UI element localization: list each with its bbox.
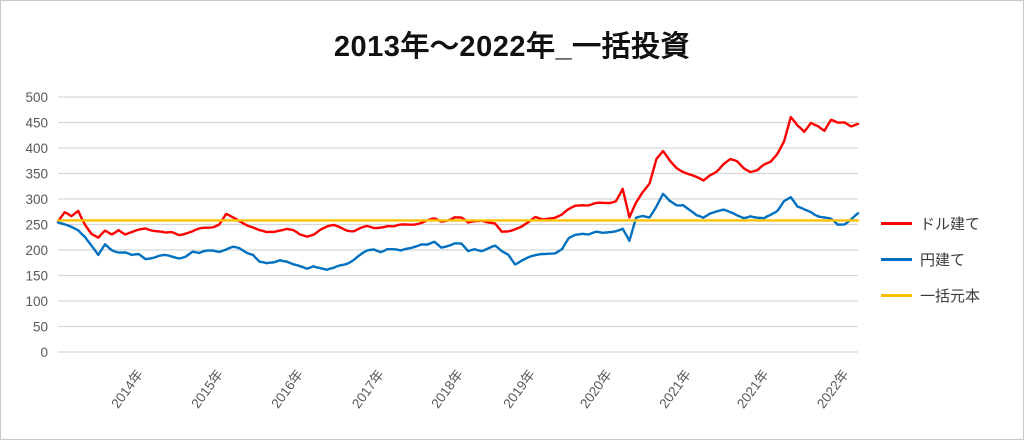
x-tick-label: 2014年 [108,367,146,411]
y-tick-label: 200 [25,243,48,258]
x-tick-label: 2019年 [500,367,538,411]
legend-swatch-principal [881,293,912,297]
x-tick-label: 2017年 [349,367,387,411]
x-tick-label: 2021年 [656,367,694,411]
legend-item-usd: ドル建て [881,213,980,233]
y-tick-label: 250 [25,218,48,233]
legend-label-principal: 一括元本 [920,287,981,305]
x-tick-label: 2018年 [428,367,466,411]
x-tick-label: 2021年 [734,367,772,411]
y-tick-label: 450 [25,116,48,131]
y-tick-label: 50 [33,320,48,335]
y-tick-label: 300 [25,192,48,207]
y-tick-label: 0 [40,345,48,360]
y-tick-label: 350 [25,167,48,182]
legend-label-usd: ドル建て [920,215,981,233]
x-tick-label: 2016年 [268,367,306,411]
legend-item-jpy: 円建て [881,249,980,269]
chart-title: 2013年～2022年_一括投資 [333,31,691,63]
y-tick-label: 150 [25,269,48,284]
x-tick-label: 2015年 [188,367,226,411]
legend-swatch-usd [881,221,912,225]
y-tick-label: 500 [25,90,48,105]
series-line-usd [56,115,860,239]
x-tick-label: 2022年 [814,367,852,411]
legend-item-principal: 一括元本 [881,285,980,305]
y-tick-label: 100 [25,294,48,309]
legend-label-jpy: 円建て [920,251,966,269]
x-tick-label: 2020年 [577,367,615,411]
legend-swatch-jpy [881,257,912,261]
legend: ドル建て 円建て 一括元本 [881,213,980,305]
series-line-jpy [56,192,860,271]
y-tick-label: 400 [25,141,48,156]
